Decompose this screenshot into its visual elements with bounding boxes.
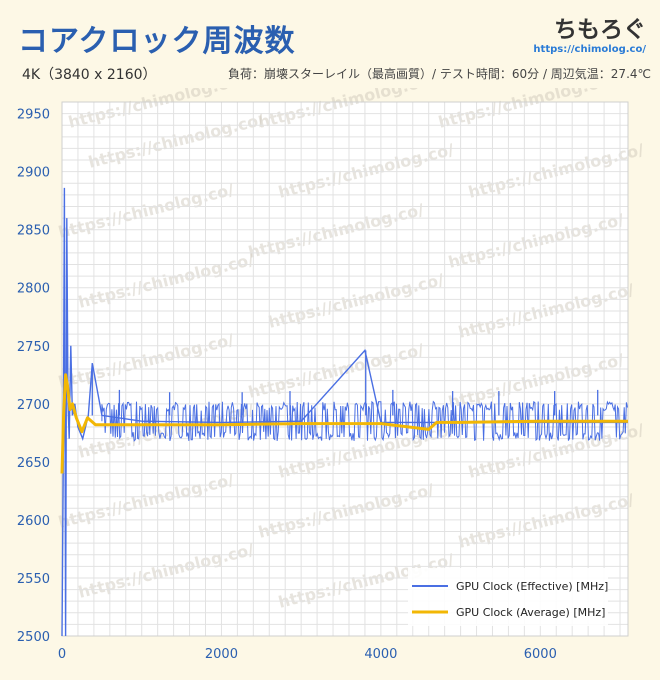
legend-label: GPU Clock (Average) [MHz]: [456, 606, 605, 619]
plot-border: [61, 101, 629, 637]
y-tick-label: 2550: [17, 572, 50, 587]
y-tick-label: 2650: [17, 456, 50, 471]
chart-area: https://chimolog.co/https://chimolog.co/…: [0, 70, 660, 680]
site-logo: ちもろぐ https://chimolog.co/: [533, 10, 646, 55]
legend-box: [408, 568, 608, 626]
y-tick-label: 2700: [17, 398, 50, 413]
y-tick-label: 2500: [17, 630, 50, 645]
x-tick-label: 0: [58, 647, 66, 662]
y-tick-label: 2750: [17, 340, 50, 355]
y-tick-label: 2600: [17, 514, 50, 529]
y-tick-label: 2900: [17, 166, 50, 181]
x-tick-label: 4000: [364, 647, 397, 662]
chart-title: コアクロック周波数: [18, 24, 296, 59]
legend-label: GPU Clock (Effective) [MHz]: [456, 580, 608, 593]
axis-labels: 2500 2550 2600 2650 2700 2750 2800 2850 2900 2950…: [17, 108, 557, 662]
y-tick-label: 2950: [17, 108, 50, 123]
logo-name: ちもろぐ: [554, 17, 646, 43]
legend: GPU Clock (Effective) [MHz] GPU Clock (Av…: [408, 568, 608, 626]
series-effective-line: [101, 400, 628, 442]
x-tick-label: 2000: [205, 647, 238, 662]
line-chart: https://chimolog.co/https://chimolog.co/…: [17, 70, 646, 662]
y-tick-label: 2850: [17, 224, 50, 239]
resolution-label: 4K（3840 x 2160）: [22, 67, 157, 83]
y-tick-label: 2800: [17, 282, 50, 297]
logo-url: https://chimolog.co/: [533, 44, 646, 55]
series-average-line: [60, 373, 628, 474]
series-layer: [60, 187, 628, 637]
x-tick-label: 6000: [524, 647, 557, 662]
test-conditions: 負荷：崩壊スターレイル（最高画質）/ テスト時間：60分 / 周辺気温：27.4…: [228, 67, 651, 81]
series-effective-startup: [61, 187, 628, 637]
